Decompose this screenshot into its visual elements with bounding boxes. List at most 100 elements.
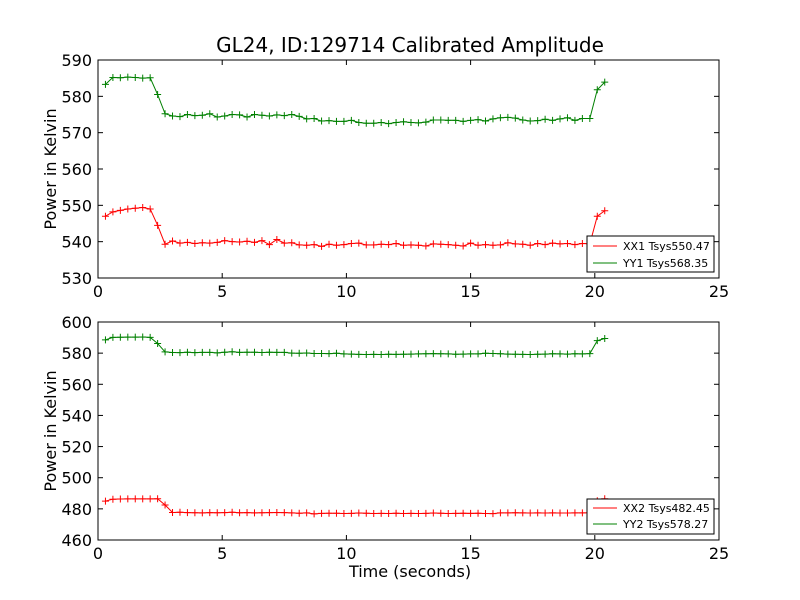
- data-point-top-0-1: [109, 208, 117, 216]
- data-point-bottom-0-16: [221, 509, 229, 517]
- data-point-bottom-0-57: [526, 509, 534, 517]
- data-point-top-0-60: [549, 239, 557, 247]
- data-point-top-1-21: [258, 111, 266, 119]
- data-point-top-1-24: [280, 112, 288, 120]
- data-point-bottom-0-34: [355, 509, 363, 517]
- data-point-bottom-1-45: [437, 350, 445, 358]
- data-point-bottom-1-26: [295, 349, 303, 357]
- data-point-top-1-11: [183, 111, 191, 118]
- data-point-bottom-1-10: [176, 349, 184, 357]
- data-point-bottom-1-65: [586, 350, 594, 358]
- data-point-bottom-0-33: [347, 509, 355, 517]
- data-point-bottom-1-30: [325, 350, 333, 358]
- data-point-bottom-1-58: [534, 350, 542, 358]
- data-point-bottom-1-20: [250, 348, 258, 356]
- y-tick-label-bottom-2: 500: [61, 469, 92, 488]
- data-point-top-0-38: [385, 241, 393, 249]
- y-tick-label-top-2: 550: [61, 196, 92, 215]
- data-point-bottom-1-21: [258, 349, 266, 357]
- data-point-top-1-36: [370, 119, 378, 127]
- data-point-bottom-1-36: [370, 350, 378, 358]
- data-point-bottom-0-29: [318, 509, 326, 517]
- data-point-top-0-53: [496, 241, 504, 249]
- data-point-top-1-51: [482, 117, 490, 125]
- data-point-top-1-33: [347, 116, 355, 124]
- data-point-bottom-0-54: [504, 509, 512, 517]
- data-point-top-0-2: [116, 206, 124, 214]
- data-point-top-1-52: [489, 115, 497, 123]
- data-point-bottom-0-23: [273, 508, 281, 516]
- data-point-bottom-0-42: [414, 510, 422, 518]
- data-point-bottom-0-39: [392, 509, 400, 517]
- data-point-bottom-0-17: [228, 508, 236, 516]
- data-point-bottom-0-61: [556, 509, 564, 517]
- data-point-bottom-0-41: [407, 509, 415, 517]
- data-point-bottom-1-16: [221, 348, 229, 356]
- data-point-bottom-0-52: [489, 510, 497, 518]
- data-point-bottom-1-61: [556, 350, 564, 358]
- data-point-bottom-0-6: [146, 495, 154, 503]
- y-tick-label-bottom-7: 600: [61, 313, 92, 332]
- data-point-top-0-37: [377, 240, 385, 248]
- data-point-bottom-1-31: [332, 349, 340, 357]
- data-point-top-1-23: [273, 111, 281, 119]
- data-point-bottom-0-18: [236, 509, 244, 517]
- x-tick-label-bottom-2: 10: [336, 544, 356, 563]
- data-point-top-0-44: [429, 240, 437, 248]
- data-point-bottom-1-25: [288, 349, 296, 357]
- data-point-top-1-47: [452, 116, 460, 124]
- data-point-top-0-11: [183, 238, 191, 246]
- legend-label-xx1: XX1 Tsys550.47: [623, 240, 710, 253]
- data-point-top-0-0: [101, 212, 109, 220]
- data-point-top-1-59: [541, 115, 549, 123]
- data-point-top-0-6: [146, 205, 154, 213]
- x-tick-label-top-1: 5: [217, 282, 227, 301]
- data-point-top-1-8: [161, 110, 169, 118]
- data-point-bottom-0-49: [467, 509, 475, 517]
- data-point-top-0-4: [131, 204, 139, 212]
- data-point-bottom-1-7: [154, 339, 162, 347]
- data-point-bottom-1-11: [183, 348, 191, 356]
- data-point-bottom-1-64: [578, 350, 586, 358]
- data-point-top-0-51: [482, 241, 490, 249]
- data-point-top-1-29: [318, 117, 326, 125]
- y-tick-label-top-3: 560: [61, 160, 92, 179]
- data-point-top-1-25: [288, 111, 296, 118]
- x-tick-label-bottom-5: 25: [709, 544, 729, 563]
- data-point-bottom-1-42: [414, 350, 422, 358]
- data-point-bottom-0-1: [109, 495, 117, 503]
- data-point-top-0-33: [347, 239, 355, 247]
- data-point-top-0-59: [541, 241, 549, 249]
- data-point-top-0-17: [228, 238, 236, 246]
- data-point-bottom-0-0: [101, 497, 109, 505]
- data-point-bottom-0-47: [452, 509, 460, 517]
- data-point-bottom-0-19: [243, 509, 251, 517]
- data-point-top-0-26: [295, 241, 303, 249]
- data-point-top-0-23: [273, 235, 281, 243]
- data-point-top-0-24: [280, 239, 288, 247]
- y-axis-label-top: Power in Kelvin: [41, 108, 60, 229]
- data-point-top-1-60: [549, 116, 557, 124]
- data-point-bottom-1-34: [355, 350, 363, 358]
- y-tick-label-top-0: 530: [61, 269, 92, 288]
- data-point-top-0-50: [474, 241, 482, 249]
- data-point-top-1-2: [116, 74, 124, 82]
- data-point-bottom-1-54: [504, 350, 512, 358]
- data-point-top-1-1: [109, 73, 117, 81]
- data-point-bottom-0-43: [422, 509, 430, 517]
- data-point-bottom-0-58: [534, 509, 542, 517]
- data-point-bottom-0-45: [437, 509, 445, 517]
- data-point-bottom-0-44: [429, 509, 437, 517]
- data-point-bottom-1-8: [161, 348, 169, 356]
- data-point-top-1-10: [176, 113, 184, 121]
- data-point-bottom-0-35: [362, 509, 370, 517]
- data-point-top-0-55: [511, 240, 519, 248]
- data-point-bottom-0-20: [250, 509, 258, 517]
- data-point-bottom-0-36: [370, 510, 378, 518]
- x-tick-label-bottom-4: 20: [585, 544, 605, 563]
- data-point-top-1-56: [519, 116, 527, 124]
- y-tick-label-bottom-1: 480: [61, 500, 92, 519]
- data-point-bottom-1-13: [198, 348, 206, 356]
- data-point-top-1-3: [124, 73, 132, 81]
- data-point-bottom-1-43: [422, 350, 430, 358]
